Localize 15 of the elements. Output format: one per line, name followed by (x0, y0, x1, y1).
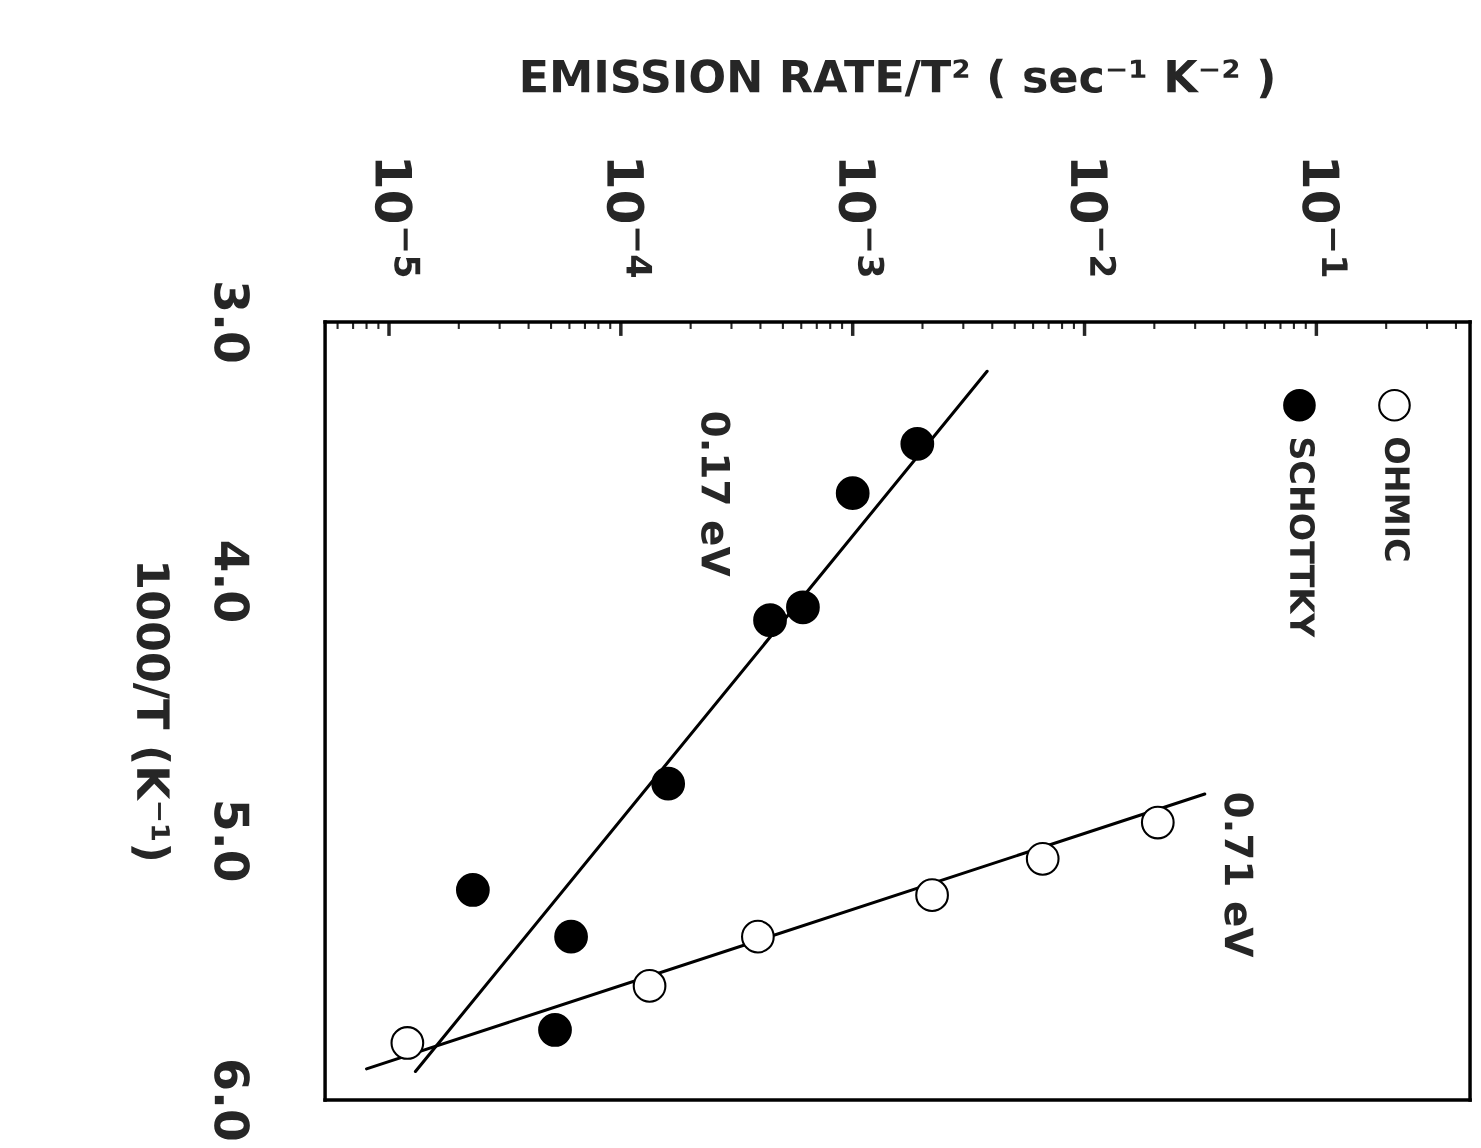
x-tick-label: 10$^{−1}$ (1302, 160, 1348, 277)
y-tick-label: 5.0 (214, 802, 250, 881)
annotation: 0.71 eV (1224, 793, 1254, 958)
legend-label: OHMIC (1384, 438, 1411, 561)
x-tick-label: 10$^{−5}$ (374, 160, 421, 277)
y-axis-title: 1000/T (K⁻¹) (131, 564, 171, 860)
x-axis-title: EMISSION RATE/T² ( sec⁻¹ K⁻² ) (522, 58, 1273, 99)
legend-label: SCHOTTKY (1289, 438, 1315, 638)
x-tick-label: 10$^{−4}$ (606, 160, 653, 277)
annotation: 0.17 eV (701, 412, 731, 577)
y-tick-label: 3.0 (214, 283, 250, 362)
y-tick-label: 4.0 (214, 541, 250, 621)
x-tick-label: 10$^{−2}$ (1070, 160, 1117, 276)
y-tick-label: 6.0 (214, 1061, 250, 1140)
x-tick-label: 10$^{−3}$ (838, 160, 885, 276)
